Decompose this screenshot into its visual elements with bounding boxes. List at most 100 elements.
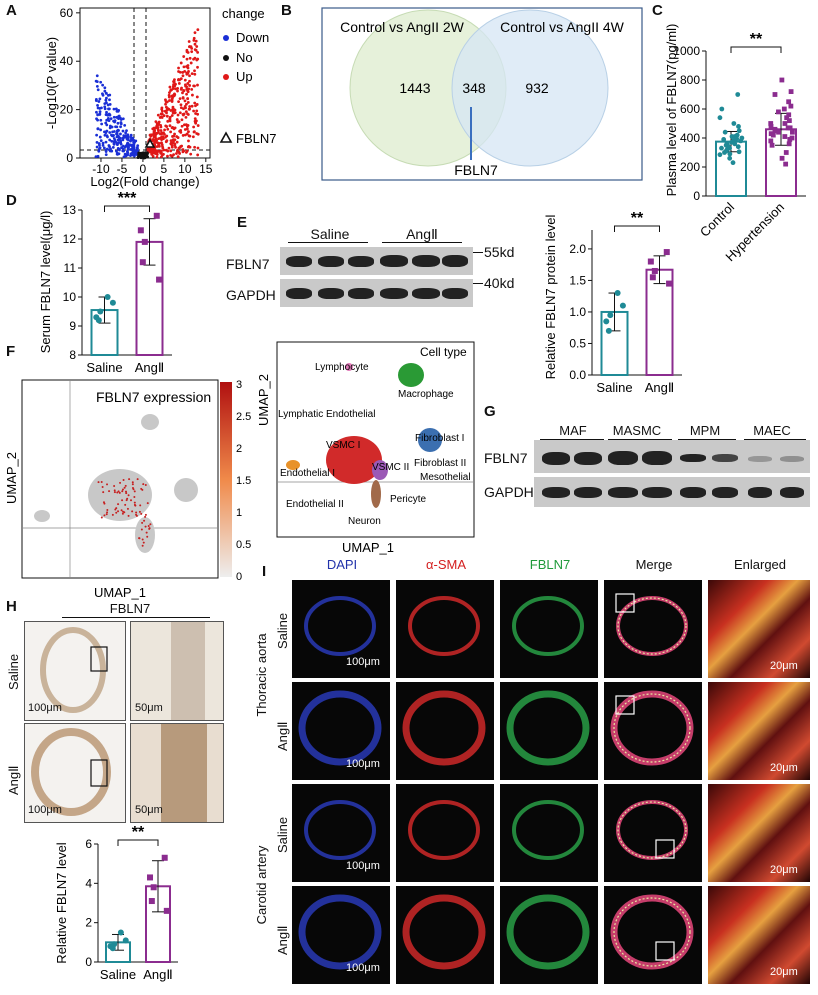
volcano-point-down xyxy=(107,144,111,147)
data-point xyxy=(717,115,723,121)
umap-title: Cell type xyxy=(420,345,467,359)
data-point xyxy=(719,106,725,112)
volcano-point-down xyxy=(95,110,98,114)
volcano-point-up xyxy=(175,118,179,121)
volcano-point-up xyxy=(189,152,193,156)
volcano-point-down xyxy=(107,119,111,123)
volcano-point-down xyxy=(109,117,113,121)
venn-right-count: 932 xyxy=(525,80,549,96)
umap-celltype-plot: Cell type Lymphocyte Macrophage Lymphati… xyxy=(256,341,475,555)
blot-g-row-fbln7: FBLN7 xyxy=(484,450,528,466)
ihc-ang-zoom: 50μm xyxy=(130,723,224,823)
y-tick-label: 6 xyxy=(85,837,92,851)
volcano-point-down xyxy=(119,132,122,136)
expression-dot xyxy=(119,481,122,484)
if-row-label: Saline xyxy=(275,816,290,853)
expression-dot xyxy=(133,501,136,504)
volcano-point-down xyxy=(103,102,107,106)
volcano-point-down xyxy=(132,140,136,144)
if-image xyxy=(396,580,494,678)
volcano-point-up xyxy=(160,107,164,111)
if-image xyxy=(396,682,494,780)
volcano-point-down xyxy=(126,133,130,137)
volcano-point-up xyxy=(168,99,171,102)
blot-e-group-saline: Saline xyxy=(310,226,350,242)
data-point xyxy=(150,884,157,891)
volcano-point-up xyxy=(185,132,189,136)
panel-label-b: B xyxy=(281,2,292,19)
volcano-point-up xyxy=(188,45,191,49)
volcano-point-up xyxy=(193,72,197,76)
volcano-point-up xyxy=(157,143,160,147)
marker-55-tick xyxy=(473,252,483,253)
volcano-point-up xyxy=(179,130,183,134)
data-point xyxy=(139,259,146,266)
volcano-point-up xyxy=(177,66,180,70)
y-axis-label: Relative FBLN7 protein level xyxy=(543,215,558,380)
volcano-xtick: 5 xyxy=(161,162,168,176)
expression-dot xyxy=(105,513,108,516)
volcano-point-down xyxy=(108,131,112,134)
if-image: 100μm xyxy=(292,886,390,984)
volcano-point-down xyxy=(108,113,112,117)
volcano-point-up xyxy=(161,153,164,157)
volcano-point-up xyxy=(156,128,160,132)
volcano-point-down xyxy=(108,98,111,102)
if-image: 100μm xyxy=(292,682,390,780)
volcano-point-up xyxy=(155,155,159,159)
volcano-point-down xyxy=(103,86,107,90)
volcano-point-up xyxy=(183,128,187,131)
volcano-point-up xyxy=(169,142,173,146)
blot-e-group-saline-line xyxy=(288,242,368,243)
y-tick-label: 0 xyxy=(85,955,92,969)
volcano-point-up xyxy=(168,115,172,119)
data-point xyxy=(727,155,733,161)
blot-e-gapdh-strip xyxy=(280,279,473,307)
volcano-point-no xyxy=(140,154,143,157)
volcano-point-down xyxy=(108,148,112,152)
expression-dot xyxy=(146,535,149,538)
panel-c-chart: 02004006008001000ControlHypertension**Pl… xyxy=(664,24,806,264)
umap-pericyte-cluster xyxy=(371,480,381,508)
volcano-point-down xyxy=(99,80,103,84)
volcano-point-up xyxy=(181,74,185,78)
umap-label-fibroblast-ii: Fibroblast II xyxy=(414,458,466,469)
volcano-point-up xyxy=(178,97,182,101)
data-point xyxy=(787,125,793,131)
legend-up-dot xyxy=(223,74,229,80)
volcano-point-up xyxy=(164,102,167,106)
x-category-label: AngⅡ xyxy=(135,360,165,375)
volcano-point-up xyxy=(152,131,156,135)
volcano-point-down xyxy=(96,118,99,122)
y-tick-label: 2 xyxy=(85,916,92,930)
volcano-point-up xyxy=(193,117,197,121)
data-point xyxy=(649,274,656,281)
volcano-point-down xyxy=(132,142,136,146)
blot-e-group-ang-line xyxy=(382,242,462,243)
venn-shared-count: 348 xyxy=(462,80,486,96)
expression-dot xyxy=(117,490,120,493)
expression-dot xyxy=(142,541,145,544)
expression-dot xyxy=(120,509,123,512)
data-point xyxy=(782,134,788,139)
volcano-point-down xyxy=(110,149,114,153)
volcano-point-up xyxy=(191,93,194,97)
if-image: 100μm xyxy=(292,580,390,678)
data-point xyxy=(663,249,670,256)
volcano-point-up xyxy=(177,70,180,73)
blot-g-fbln7-strip xyxy=(534,440,810,473)
expression-dot xyxy=(123,511,126,514)
data-point xyxy=(784,115,790,121)
volcano-point-up xyxy=(168,124,172,127)
expression-dot xyxy=(124,484,127,487)
volcano-xtick: -5 xyxy=(117,162,128,176)
data-point xyxy=(147,874,154,881)
volcano-point-down xyxy=(121,136,125,140)
volcano-point-up xyxy=(173,111,177,115)
volcano-point-up xyxy=(181,96,185,99)
expression-dot xyxy=(143,519,146,522)
volcano-point-down xyxy=(112,115,116,119)
expression-dot xyxy=(127,514,130,517)
volcano-point-up xyxy=(163,128,167,132)
volcano-point-down xyxy=(104,91,108,95)
